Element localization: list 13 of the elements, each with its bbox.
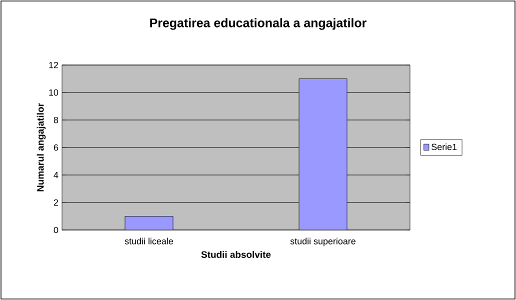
y-axis-title: Numarul angajatilor bbox=[36, 103, 46, 192]
x-tick-label: studii liceale bbox=[124, 238, 174, 244]
y-tick-label: 0 bbox=[54, 226, 58, 234]
y-tick-label: 10 bbox=[49, 89, 58, 96]
y-tick-label: 8 bbox=[54, 116, 58, 124]
y-tick-label: 6 bbox=[54, 144, 58, 151]
y-tick-label: 4 bbox=[54, 172, 58, 178]
x-axis-title: Studii absolvite bbox=[201, 250, 271, 258]
y-tick-label: 2 bbox=[54, 199, 58, 206]
x-tick-label: studii superioare bbox=[290, 238, 356, 246]
legend-label: Serie1 bbox=[432, 144, 457, 150]
y-tick-label: 12 bbox=[49, 62, 58, 68]
chart-title: Pregatirea educationala a angajatilor bbox=[150, 18, 366, 30]
